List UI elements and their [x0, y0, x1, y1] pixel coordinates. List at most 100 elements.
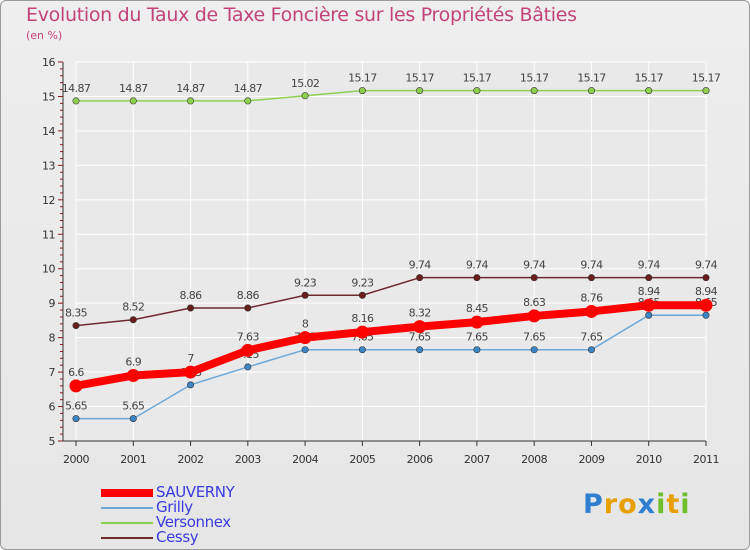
data-point-cessy: [244, 304, 252, 312]
series-line-sauverny: [75, 301, 706, 390]
data-label-versonnex: 15.17: [692, 72, 721, 85]
data-label-versonnex: 15.17: [463, 72, 492, 85]
legend-swatch-sauverny: [101, 489, 153, 497]
x-tick-label: 2010: [636, 453, 662, 466]
data-label-cessy: 8.52: [122, 301, 144, 314]
x-tick-label: 2004: [292, 453, 318, 466]
data-point-sauverny: [642, 298, 656, 312]
data-point-cessy: [72, 322, 80, 330]
legend-swatch-versonnex: [101, 522, 153, 524]
logo-letters-ro: ro: [603, 489, 638, 520]
data-label-versonnex: 14.87: [62, 82, 91, 95]
data-label-cessy: 9.23: [294, 276, 317, 289]
data-point-grilly: [702, 311, 710, 319]
data-point-sauverny: [69, 379, 83, 393]
data-label-cessy: 9.74: [523, 259, 546, 272]
data-label-cessy: 9.74: [695, 259, 718, 272]
data-label-grilly: 7.65: [466, 331, 489, 344]
data-label-sauverny: 6.9: [125, 356, 141, 369]
data-label-versonnex: 15.17: [405, 72, 434, 85]
data-label-sauverny: 8.94: [638, 285, 661, 298]
data-point-versonnex: [72, 97, 80, 105]
data-point-sauverny: [527, 309, 541, 323]
data-point-cessy: [301, 291, 309, 299]
series-line-cessy: [75, 276, 706, 327]
data-label-cessy: 9.23: [351, 276, 374, 289]
data-point-grilly: [473, 346, 481, 354]
data-point-versonnex: [358, 87, 366, 95]
data-label-cessy: 9.74: [409, 259, 432, 272]
data-label-versonnex: 15.17: [577, 72, 606, 85]
data-point-versonnex: [530, 87, 538, 95]
data-point-grilly: [645, 311, 653, 319]
data-point-versonnex: [473, 87, 481, 95]
data-label-versonnex: 14.87: [234, 82, 263, 95]
data-label-sauverny: 6.6: [68, 366, 84, 379]
data-point-versonnex: [587, 87, 595, 95]
data-label-versonnex: 14.87: [176, 82, 205, 95]
data-label-versonnex: 15.17: [348, 72, 377, 85]
data-label-sauverny: 7: [187, 352, 194, 365]
y-tick-label: 16: [42, 56, 55, 69]
data-point-sauverny: [298, 331, 312, 345]
data-label-cessy: 8.86: [179, 289, 202, 302]
data-point-grilly: [530, 346, 538, 354]
data-point-sauverny: [470, 315, 484, 329]
legend-label-cessy: Cessy: [156, 528, 199, 546]
y-tick-label: 7: [49, 366, 56, 379]
data-point-cessy: [702, 274, 710, 282]
data-label-sauverny: 7.63: [237, 330, 260, 343]
data-point-grilly: [587, 346, 595, 354]
legend-swatch-grilly: [101, 507, 153, 509]
data-point-grilly: [301, 346, 309, 354]
data-label-versonnex: 14.87: [119, 82, 148, 95]
data-point-versonnex: [129, 97, 137, 105]
data-label-grilly: 7.65: [580, 331, 603, 344]
data-point-versonnex: [187, 97, 195, 105]
y-tick-label: 6: [49, 401, 56, 414]
data-label-cessy: 9.74: [638, 259, 661, 272]
data-point-cessy: [129, 316, 137, 324]
data-point-grilly: [416, 346, 424, 354]
data-label-cessy: 8.86: [237, 289, 260, 302]
data-point-versonnex: [416, 87, 424, 95]
x-tick-label: 2006: [407, 453, 433, 466]
legend-label-versonnex: Versonnex: [156, 513, 231, 531]
unit-label: (en %): [26, 29, 63, 42]
legend-swatch-cessy: [101, 537, 153, 539]
data-label-sauverny: 8.63: [523, 296, 546, 309]
data-label-sauverny: 8.76: [580, 291, 603, 304]
data-point-cessy: [416, 274, 424, 282]
x-tick-label: 2008: [521, 453, 547, 466]
y-tick-label: 13: [42, 159, 55, 172]
data-point-cessy: [530, 274, 538, 282]
logo-letter-i2: i: [680, 489, 691, 520]
data-point-grilly: [72, 415, 80, 423]
data-point-versonnex: [244, 97, 252, 105]
data-point-versonnex: [301, 92, 309, 100]
data-label-grilly: 5.65: [122, 400, 145, 413]
data-label-grilly: 7.65: [409, 331, 432, 344]
data-point-grilly: [129, 415, 137, 423]
data-label-sauverny: 8.94: [695, 285, 718, 298]
data-label-cessy: 8.35: [65, 307, 88, 320]
data-point-cessy: [473, 274, 481, 282]
data-label-grilly: 7.65: [523, 331, 546, 344]
logo-letter-t: t: [666, 489, 681, 520]
legend-label-grilly: Grilly: [156, 498, 193, 516]
x-tick-label: 2005: [349, 453, 375, 466]
x-tick-label: 2003: [235, 453, 261, 466]
data-label-sauverny: 8.32: [409, 307, 431, 320]
series-line-grilly: [76, 314, 706, 420]
data-point-sauverny: [241, 343, 255, 357]
data-point-sauverny: [413, 320, 427, 334]
x-tick-label: 2007: [464, 453, 490, 466]
data-point-sauverny: [584, 304, 598, 318]
data-label-cessy: 9.74: [466, 259, 489, 272]
data-label-versonnex: 15.17: [634, 72, 663, 85]
logo-letter-p: P: [583, 489, 604, 520]
x-tick-label: 2009: [578, 453, 604, 466]
data-point-versonnex: [645, 87, 653, 95]
logo-letter-i: i: [656, 489, 667, 520]
proxiti-logo: Proxiti: [583, 489, 691, 520]
